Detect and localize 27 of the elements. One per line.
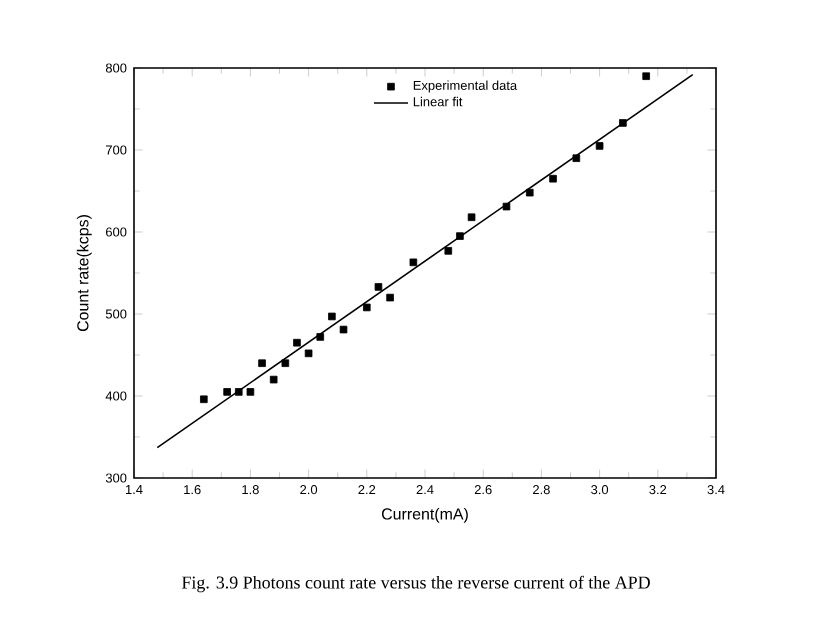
point: [258, 359, 266, 367]
point: [281, 359, 290, 367]
point: [409, 258, 418, 267]
point: [339, 325, 348, 334]
point: [549, 174, 557, 183]
point: [572, 154, 581, 162]
point: [328, 312, 336, 321]
point: [374, 283, 383, 291]
point: [502, 202, 511, 211]
point: [386, 293, 394, 302]
point: [456, 232, 464, 240]
point: [293, 338, 301, 347]
point: [444, 247, 453, 255]
point: [525, 188, 534, 197]
point: [316, 333, 325, 341]
point: [200, 395, 208, 404]
caption: Fig. 3.9 Photons count rate versus the reverse current of the APD: [181, 575, 650, 593]
point: [595, 142, 604, 150]
point: [619, 119, 627, 127]
point: [304, 349, 313, 358]
point: [467, 213, 476, 222]
point: [269, 375, 278, 384]
point: [246, 388, 255, 396]
point: [234, 388, 243, 396]
point: [642, 72, 650, 80]
point: [223, 388, 231, 396]
point: [363, 303, 371, 312]
